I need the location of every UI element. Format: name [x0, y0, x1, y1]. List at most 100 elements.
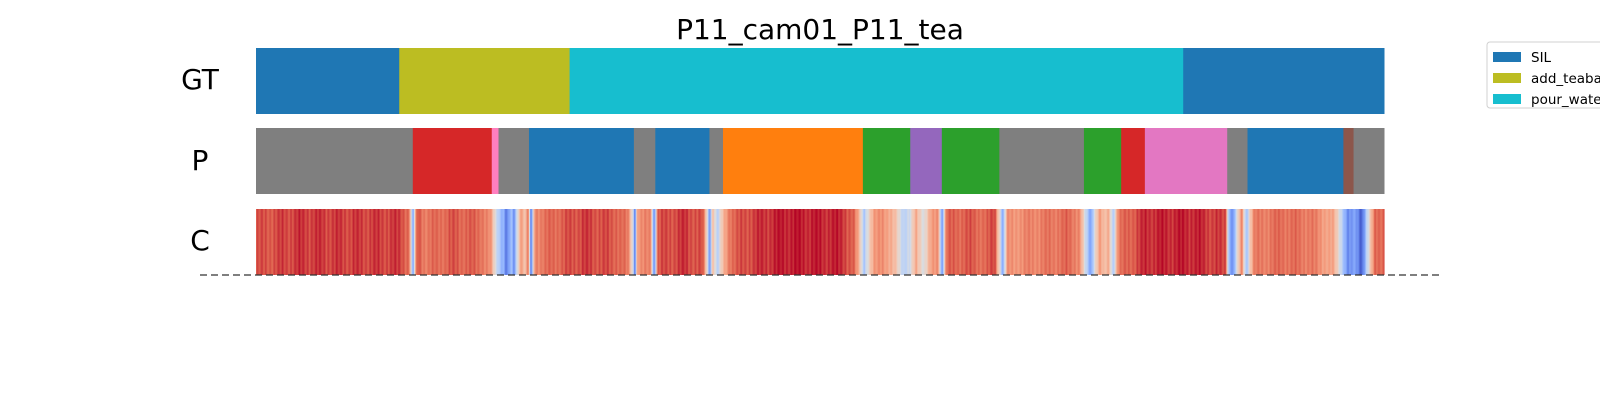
confidence-frame	[1003, 209, 1006, 275]
confidence-frame	[540, 209, 542, 275]
confidence-frame	[834, 209, 837, 275]
confidence-frame	[358, 209, 361, 275]
confidence-frame	[1141, 209, 1144, 275]
confidence-frame	[320, 209, 323, 275]
confidence-frame	[539, 209, 541, 275]
confidence-frame	[794, 209, 796, 275]
confidence-frame	[323, 209, 326, 275]
confidence-frame	[1135, 209, 1138, 275]
confidence-frame	[790, 209, 793, 275]
confidence-frame	[878, 209, 881, 275]
confidence-frame	[1167, 209, 1170, 275]
confidence-frame	[445, 209, 448, 275]
confidence-frame	[809, 209, 812, 275]
confidence-frame	[911, 209, 914, 275]
confidence-frame	[862, 209, 865, 275]
confidence-frame	[575, 209, 577, 275]
confidence-frame	[499, 209, 502, 275]
confidence-frame	[269, 209, 272, 275]
confidence-frame	[669, 209, 672, 275]
confidence-frame	[451, 209, 453, 275]
confidence-frame	[1256, 209, 1259, 275]
confidence-frame	[1114, 209, 1117, 275]
confidence-frame	[820, 209, 822, 275]
confidence-frame	[265, 209, 267, 275]
confidence-frame	[1072, 209, 1075, 275]
confidence-frame	[944, 209, 946, 275]
confidence-frame	[615, 209, 618, 275]
confidence-frame	[501, 209, 504, 275]
confidence-frame	[818, 209, 821, 275]
confidence-frame	[402, 209, 405, 275]
confidence-frame	[465, 209, 468, 275]
confidence-frame	[1373, 209, 1376, 275]
confidence-frame	[427, 209, 430, 275]
confidence-frame	[636, 209, 638, 275]
confidence-frame	[986, 209, 989, 275]
confidence-frame	[289, 209, 292, 275]
confidence-frame	[918, 209, 920, 275]
confidence-frame	[277, 209, 280, 275]
confidence-frame	[1332, 209, 1334, 275]
confidence-frame	[337, 209, 339, 275]
confidence-frame	[426, 209, 429, 275]
confidence-frame	[721, 209, 724, 275]
confidence-frame	[1324, 209, 1326, 275]
confidence-frame	[260, 209, 263, 275]
confidence-frame	[707, 209, 709, 275]
confidence-frame	[338, 209, 341, 275]
confidence-frame	[894, 209, 897, 275]
confidence-frame	[409, 209, 412, 275]
pred-segment-13	[1083, 128, 1122, 194]
confidence-frame	[1252, 209, 1254, 275]
confidence-frame	[321, 209, 324, 275]
confidence-frame	[681, 209, 683, 275]
pred-segment-9	[862, 128, 911, 194]
confidence-frame	[1285, 209, 1288, 275]
confidence-frame	[1291, 209, 1294, 275]
confidence-frame	[400, 209, 403, 275]
confidence-frame	[1014, 209, 1016, 275]
confidence-frame	[1019, 209, 1022, 275]
confidence-frame	[368, 209, 371, 275]
confidence-frame	[362, 209, 364, 275]
confidence-frame	[962, 209, 964, 275]
confidence-frame	[676, 209, 679, 275]
confidence-frame	[1209, 209, 1211, 275]
confidence-frame	[1028, 209, 1031, 275]
confidence-frame	[1255, 209, 1258, 275]
confidence-frame	[385, 209, 388, 275]
confidence-frame	[1268, 209, 1271, 275]
confidence-frame	[752, 209, 755, 275]
confidence-frame	[887, 209, 890, 275]
confidence-frame	[622, 209, 625, 275]
confidence-frame	[810, 209, 813, 275]
confidence-frame	[309, 209, 311, 275]
confidence-frame	[602, 209, 605, 275]
confidence-frame	[378, 209, 381, 275]
confidence-frame	[713, 209, 716, 275]
confidence-frame	[1233, 209, 1236, 275]
confidence-frame	[403, 209, 406, 275]
confidence-frame	[994, 209, 997, 275]
confidence-frame	[671, 209, 673, 275]
confidence-frame	[1275, 209, 1278, 275]
pred-segment-11	[941, 128, 1000, 194]
confidence-frame	[1010, 209, 1013, 275]
confidence-frame	[763, 209, 766, 275]
confidence-frame	[500, 209, 503, 275]
confidence-frame	[1258, 209, 1261, 275]
confidence-frame	[991, 209, 994, 275]
confidence-frame	[473, 209, 476, 275]
confidence-frame	[377, 209, 380, 275]
confidence-frame	[416, 209, 418, 275]
confidence-frame	[1326, 209, 1329, 275]
confidence-frame	[420, 209, 423, 275]
confidence-frame	[674, 209, 677, 275]
confidence-frame	[1149, 209, 1152, 275]
confidence-frame	[1303, 209, 1306, 275]
confidence-frame	[472, 209, 475, 275]
confidence-frame	[498, 209, 501, 275]
confidence-frame	[1227, 209, 1229, 275]
pred-segment-17	[1247, 128, 1344, 194]
